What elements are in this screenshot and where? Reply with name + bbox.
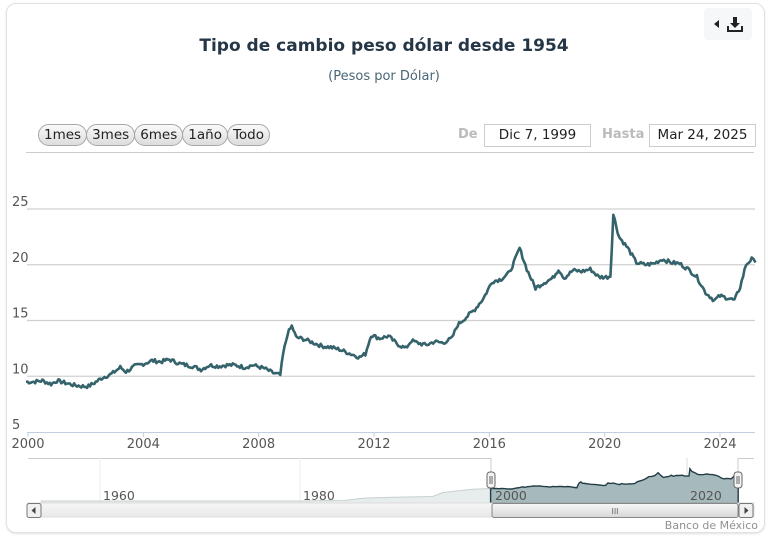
chart-title: Tipo de cambio peso dólar desde 1954 [199, 36, 569, 56]
navigator-tick-2020: 2020 [690, 488, 722, 503]
navigator-area-selected [489, 467, 739, 504]
y-tick-label-25: 25 [12, 195, 29, 210]
range-button-6mes[interactable]: 6mes [134, 124, 184, 146]
y-tick-label-5: 5 [12, 418, 20, 433]
navigator-area-outside [40, 487, 492, 504]
scrollbar-thumb[interactable] [491, 503, 739, 518]
navigator-tick-2000: 2000 [495, 488, 527, 503]
scrollbar-right-arrow[interactable] [738, 503, 754, 518]
range-selector-buttons: 1mes 3mes 6mes 1año Todo [38, 124, 271, 146]
scrollbar-grip: III [611, 507, 618, 516]
navigator-handle-right[interactable] [733, 471, 743, 489]
scrollbar-left-arrow[interactable] [26, 503, 42, 518]
x-tick-label-2000: 2000 [11, 437, 44, 452]
from-date-input[interactable]: Dic 7, 1999 [484, 124, 591, 147]
to-date-label: Hasta [602, 127, 645, 142]
caret-left-icon [714, 20, 719, 28]
download-icon [727, 17, 743, 32]
caret-right-icon [744, 507, 749, 514]
caret-left-icon [31, 507, 36, 514]
series-line [25, 213, 757, 390]
range-button-1mes[interactable]: 1mes [38, 124, 88, 146]
range-button-1ano[interactable]: 1año [182, 124, 228, 146]
credits-link[interactable]: Banco de México [664, 519, 758, 532]
y-tick-label-10: 10 [12, 362, 29, 377]
x-tick-label-2016: 2016 [473, 437, 506, 452]
x-tick-label-2012: 2012 [357, 437, 390, 452]
range-button-todo[interactable]: Todo [226, 124, 271, 146]
x-tick-label-2008: 2008 [242, 437, 275, 452]
chart-container [6, 3, 765, 533]
to-date-input[interactable]: Mar 24, 2025 [649, 124, 756, 147]
from-date-label: De [458, 127, 478, 142]
scrollbar[interactable]: III [26, 502, 755, 518]
chart-subtitle: (Pesos por Dólar) [328, 69, 440, 84]
navigator-tick-1980: 1980 [303, 488, 335, 503]
navigator-tick-1960: 1960 [103, 488, 135, 503]
navigator[interactable]: 1960 1980 2000 2020 [28, 458, 754, 504]
export-menu-button[interactable] [704, 8, 752, 40]
navigator-handle-left[interactable] [486, 471, 496, 489]
y-tick-label-20: 20 [12, 251, 29, 266]
x-tick-label-2020: 2020 [588, 437, 621, 452]
x-tick-label-2024: 2024 [703, 437, 736, 452]
x-tick-label-2004: 2004 [127, 437, 160, 452]
plot-top-border [26, 152, 754, 153]
y-tick-label-15: 15 [12, 307, 29, 322]
